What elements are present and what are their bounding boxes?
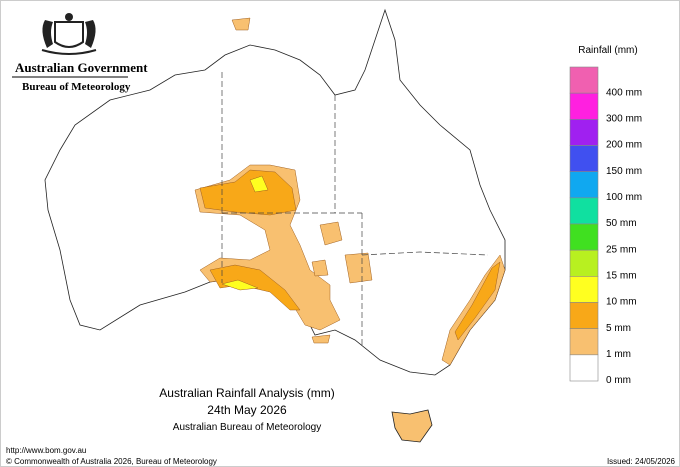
legend-label: 25 mm — [606, 244, 637, 255]
state-borders — [221, 72, 489, 345]
coat-of-arms — [41, 13, 97, 55]
legend-swatch — [569, 249, 599, 277]
caption-title: Australian Rainfall Analysis (mm) — [159, 386, 334, 400]
tasmania — [391, 409, 433, 443]
footer-copyright: © Commonwealth of Australia 2026, Bureau… — [6, 457, 217, 466]
legend: 400 mm 300 mm 200 mm 150 mm 100 mm 50 mm 25 mm… — [569, 66, 642, 386]
legend-swatch — [569, 197, 599, 225]
caption-date: 24th May 2026 — [207, 403, 287, 417]
legend-label: 10 mm — [606, 297, 637, 308]
legend-swatch — [569, 66, 599, 94]
legend-swatch — [569, 223, 599, 251]
legend-label: 300 mm — [606, 113, 642, 124]
legend-swatch — [569, 171, 599, 199]
government-name: Australian Government — [15, 60, 148, 75]
legend-label: 150 mm — [606, 166, 642, 177]
legend-label: 15 mm — [606, 270, 637, 281]
legend-swatch — [569, 354, 599, 382]
legend-label: 50 mm — [606, 218, 637, 229]
rain-areas — [194, 17, 506, 366]
legend-label: 5 mm — [606, 323, 631, 334]
legend-swatch — [569, 92, 599, 120]
legend-label: 100 mm — [606, 192, 642, 203]
legend-label: 400 mm — [606, 87, 642, 98]
legend-label: 1 mm — [606, 349, 631, 360]
footer-url: http://www.bom.gov.au — [6, 446, 86, 455]
legend-label: 200 mm — [606, 140, 642, 151]
legend-swatch — [569, 119, 599, 146]
legend-swatch — [569, 328, 599, 356]
legend-swatch — [569, 276, 599, 303]
caption-source: Australian Bureau of Meteorology — [173, 422, 321, 433]
legend-title: Rainfall (mm) — [578, 45, 637, 56]
legend-swatch — [569, 302, 599, 329]
legend-swatch — [569, 145, 599, 172]
footer-issued: Issued: 24/05/2026 — [607, 457, 676, 466]
legend-label: 0 mm — [606, 375, 631, 386]
agency-name: Bureau of Meteorology — [22, 81, 131, 93]
